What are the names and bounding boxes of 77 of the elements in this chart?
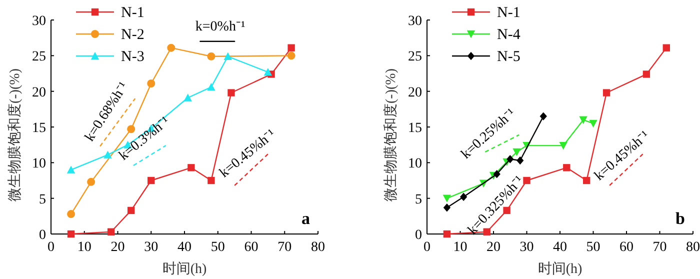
point <box>208 176 215 184</box>
point <box>67 210 76 218</box>
y-tick-label: 30 <box>408 14 422 29</box>
y-tick-label: 25 <box>408 50 422 65</box>
x-tick-label: 80 <box>311 240 325 255</box>
legend-label: N-1 <box>121 5 144 21</box>
y-tick-label: 20 <box>32 85 46 100</box>
x-tick-label: 70 <box>278 240 292 255</box>
x-tick-label: 20 <box>110 240 125 255</box>
point <box>224 52 232 60</box>
point <box>579 116 588 124</box>
x-tick-label: 50 <box>210 240 225 255</box>
y-tick-label: 10 <box>408 156 422 172</box>
x-tick-label: 30 <box>520 240 534 255</box>
y-tick-label: 15 <box>32 121 46 136</box>
point <box>188 164 195 172</box>
legend-label: N-3 <box>121 49 144 65</box>
point <box>602 89 610 96</box>
x-tick-label: 20 <box>486 240 500 255</box>
point <box>523 176 530 184</box>
point <box>443 204 451 212</box>
y-tick-label: 0 <box>415 228 422 243</box>
y-tick-label: 30 <box>32 14 46 29</box>
y-tick-label: 0 <box>39 228 46 243</box>
legend-label: N-5 <box>497 49 520 65</box>
legend-label: N-2 <box>121 27 144 43</box>
point <box>148 176 155 184</box>
x-tick-label: 70 <box>652 240 667 255</box>
y-tick-label: 20 <box>408 85 422 100</box>
point <box>443 230 451 238</box>
y-axis-title: 微生物膜饱和度(-)(%) <box>383 68 399 202</box>
x-tick-label: 10 <box>453 240 468 255</box>
y-tick-label: 5 <box>415 192 422 208</box>
legend-label: N-1 <box>497 5 520 21</box>
x-tick-label: 60 <box>244 240 258 255</box>
point <box>583 176 590 184</box>
point <box>107 228 115 236</box>
x-tick-label: 80 <box>686 240 700 255</box>
point <box>228 89 235 96</box>
annotation: k=0%h⁻¹ <box>195 19 246 34</box>
x-tick-label: 30 <box>144 240 158 255</box>
annotation: a <box>302 209 310 228</box>
annotation: b <box>676 209 685 228</box>
y-tick-label: 5 <box>39 192 46 208</box>
x-axis-title: 时间(h) <box>162 261 207 277</box>
point <box>642 70 650 78</box>
point <box>147 79 156 88</box>
legend-label: N-4 <box>497 27 521 43</box>
point <box>184 94 192 102</box>
point <box>563 164 570 172</box>
point <box>207 82 216 91</box>
y-tick-label: 15 <box>408 121 422 136</box>
x-tick-label: 40 <box>553 240 567 255</box>
x-axis-title: 时间(h) <box>538 261 582 277</box>
point <box>589 120 598 128</box>
point <box>104 150 112 158</box>
point <box>516 156 524 165</box>
point <box>540 112 547 120</box>
point <box>87 178 96 186</box>
x-tick-label: 10 <box>77 240 92 255</box>
point <box>167 44 176 52</box>
y-tick-label: 25 <box>32 50 46 65</box>
point <box>264 68 272 76</box>
point <box>287 52 296 60</box>
point <box>66 166 76 174</box>
x-tick-label: 60 <box>620 240 634 255</box>
point <box>288 44 295 52</box>
y-tick-label: 10 <box>32 156 46 172</box>
x-tick-label: 40 <box>178 240 192 255</box>
x-tick-label: 50 <box>586 240 600 255</box>
point <box>207 52 216 60</box>
point <box>67 230 75 238</box>
point <box>128 206 135 214</box>
point <box>559 142 568 150</box>
y-axis-title: 微生物膜饱和度(-)(%) <box>7 68 23 202</box>
point <box>442 194 452 202</box>
point <box>662 44 670 52</box>
